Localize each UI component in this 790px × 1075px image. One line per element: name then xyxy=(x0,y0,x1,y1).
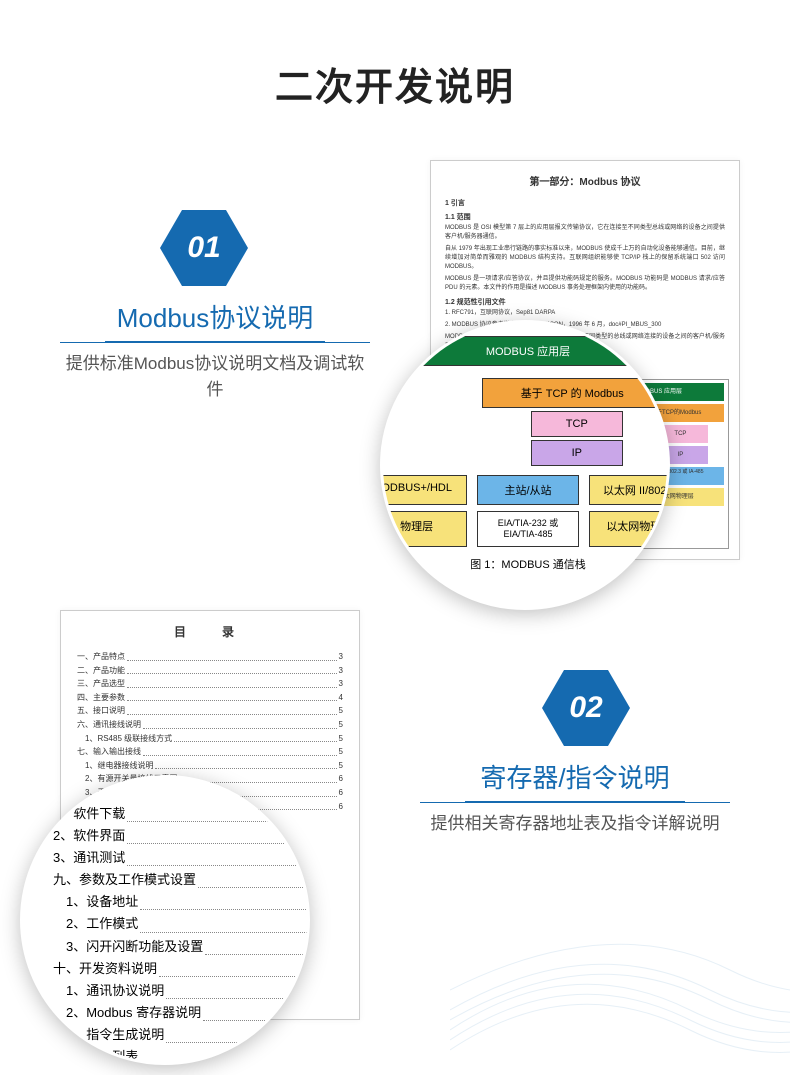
toc-line: 七、输入输出接线5 xyxy=(77,745,343,759)
section1-rule xyxy=(60,341,370,343)
zoom-c1-top: ODBUS+/HDL xyxy=(380,475,467,505)
toc-line: 1、继电器接线说明5 xyxy=(77,759,343,773)
zoom-c1-bot: 物理层 xyxy=(380,511,467,547)
doc-h12: 1.2 规范性引用文件 xyxy=(445,297,725,307)
doc-p: MODBUS 是 OSI 模型第 7 层上的应用层报文传输协议，它在连接至不同类… xyxy=(445,224,725,242)
toc-zoom-circle: 1、软件下载72、软件界面73、通讯测试8九、参数及工作模式设置10 1、设备地… xyxy=(20,775,310,1065)
toc-zoom-line: 3、指令生成说明16 xyxy=(53,1024,310,1046)
toc-line: 四、主要参数4 xyxy=(77,691,343,705)
toc-zoom-line: 九、参数及工作模式设置10 xyxy=(53,869,310,891)
background-waves xyxy=(450,830,790,1070)
badge-01-num: 01 xyxy=(187,231,220,265)
toc-line: 六、通讯接线说明5 xyxy=(77,718,343,732)
section1-desc: 提供标准Modbus协议说明文档及调试软件 xyxy=(60,351,370,402)
toc-title: 目 录 xyxy=(77,623,343,640)
toc-line: 三、产品选型3 xyxy=(77,677,343,691)
toc-line: 1、RS485 级联接线方式5 xyxy=(77,732,343,746)
doc-p: 1. RFC791，互联网协议，Sep81 DARPA xyxy=(445,309,725,318)
zoom-tcp: TCP xyxy=(531,411,623,437)
toc-zoom-line: 3、闪开闪断功能及设置12 xyxy=(53,936,310,958)
section1-title: Modbus协议说明 xyxy=(60,298,370,341)
section2-rule xyxy=(420,801,730,803)
zoom-ip: IP xyxy=(531,440,623,466)
doc-h1: 1 引言 xyxy=(445,198,725,208)
section2-title: 寄存器/指令说明 xyxy=(420,758,730,801)
toc-zoom-line: 2、工作模式12 xyxy=(53,913,310,935)
section-modbus: 第一部分：Modbus 协议 1 引言 1.1 范围 MODBUS 是 OSI … xyxy=(0,140,790,580)
modbus-zoom-circle: MODBUS 应用层 基于 TCP 的 Modbus TCP IP ODBUS+… xyxy=(380,320,670,610)
toc-zoom-line: 1、设备地址11 xyxy=(53,891,310,913)
zoom-tcpmod: 基于 TCP 的 Modbus xyxy=(482,378,664,408)
toc-zoom-line: 1、通讯协议说明14 xyxy=(53,980,310,1002)
zoom-caption: 图 1：MODBUS 通信栈 xyxy=(380,556,670,572)
toc-line: 二、产品功能3 xyxy=(77,664,343,678)
toc-zoom-line: 4、指令列表 xyxy=(53,1046,310,1065)
badge-02-num: 02 xyxy=(569,691,602,725)
toc-zoom-line: 1、软件下载7 xyxy=(53,803,310,825)
zoom-app-layer: MODBUS 应用层 xyxy=(380,336,670,366)
toc-zoom-line: 十、开发资料说明13 xyxy=(53,958,310,980)
doc-title: 第一部分：Modbus 协议 xyxy=(445,173,725,188)
section-register: 目 录 一、产品特点3二、产品功能3三、产品选型3四、主要参数4五、接口说明5六… xyxy=(0,590,790,1030)
doc-p: 自从 1979 年出现工业串行链路的事实标准以来，MODBUS 使成千上万的自动… xyxy=(445,245,725,272)
doc-h11: 1.1 范围 xyxy=(445,212,725,222)
toc-line: 五、接口说明5 xyxy=(77,704,343,718)
zoom-c3-top: 以太网 II/802.3 xyxy=(589,475,670,505)
toc-zoom-line: 2、Modbus 寄存器说明15 xyxy=(53,1002,310,1024)
toc-zoom-line: 3、通讯测试8 xyxy=(53,847,310,869)
zoom-c3-bot: 以太网物理层 xyxy=(589,511,670,547)
toc-line: 一、产品特点3 xyxy=(77,650,343,664)
toc-zoom-line: 2、软件界面7 xyxy=(53,825,310,847)
zoom-c2-top: 主站/从站 xyxy=(477,475,578,505)
doc-p: MODBUS 是一项请求/应答协议，并且提供功能码规定的服务。MODBUS 功能… xyxy=(445,275,725,293)
zoom-c2-bot: EIA/TIA-232 或 EIA/TIA-485 xyxy=(477,511,578,547)
page-title: 二次开发说明 xyxy=(0,0,790,111)
